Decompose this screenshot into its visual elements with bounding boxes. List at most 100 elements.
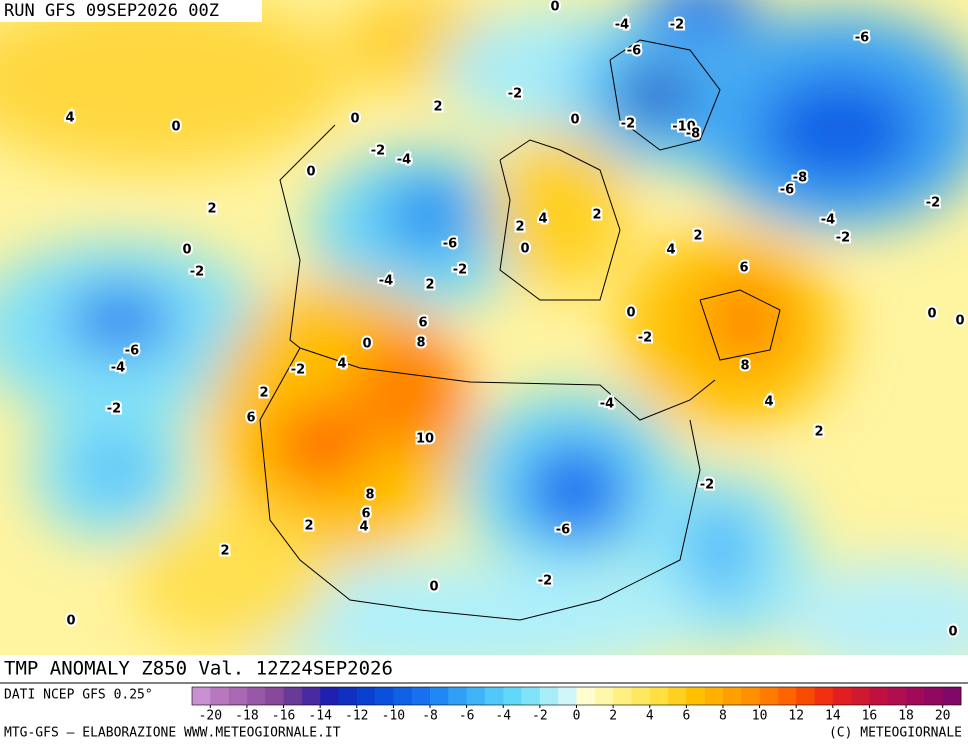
- contour-label: 0: [626, 306, 635, 321]
- contour-label: 4: [764, 395, 773, 410]
- contour-label: 2: [220, 544, 229, 559]
- colorbar-swatch: [338, 687, 358, 705]
- colorbar-swatch: [228, 687, 248, 705]
- colorbar-tick-label: 18: [898, 709, 914, 724]
- contour-label: -2: [453, 263, 467, 278]
- colorbar-swatch: [686, 687, 705, 705]
- contour-label: -8: [793, 171, 807, 186]
- contour-label: 10: [416, 432, 434, 447]
- colorbar-swatch: [558, 687, 577, 705]
- colorbar-swatch: [192, 687, 211, 705]
- contour-label: -4: [397, 153, 411, 168]
- colorbar-swatch: [832, 687, 852, 705]
- contour-label: -4: [821, 213, 835, 228]
- contour-label: -2: [291, 363, 305, 378]
- contour-label: 2: [259, 386, 268, 401]
- contour-label: 0: [362, 337, 371, 352]
- field-title: TMP ANOMALY Z850 Val. 12Z24SEP2026: [4, 658, 393, 680]
- colorbar-tick-label: -10: [382, 709, 405, 724]
- contour-label: -6: [125, 344, 139, 359]
- colorbar-tick-label: 2: [609, 709, 617, 724]
- colorbar-tick-label: -14: [308, 709, 332, 724]
- contour-label: -8: [686, 127, 700, 142]
- contour-label: -6: [855, 31, 869, 46]
- contour-label: -2: [190, 265, 204, 280]
- colorbar-swatch: [246, 687, 266, 705]
- colorbar-swatch: [887, 687, 907, 705]
- contour-label: 4: [65, 111, 74, 126]
- colorbar-tick-label: 16: [862, 709, 878, 724]
- colorbar-swatch: [722, 687, 742, 705]
- colorbar-swatch: [796, 687, 815, 705]
- colorbar-tick-label: -12: [345, 709, 368, 724]
- contour-label: 6: [739, 261, 748, 276]
- colorbar-swatch: [375, 687, 394, 705]
- colorbar-tick-label: -18: [235, 709, 258, 724]
- contour-label: -2: [836, 231, 850, 246]
- contour-label: 6: [418, 316, 427, 331]
- colorbar-swatch: [448, 687, 467, 705]
- contour-label: 0: [550, 0, 559, 15]
- colorbar-swatch: [906, 687, 925, 705]
- colorbar-swatch: [851, 687, 870, 705]
- contour-label: 4: [666, 243, 675, 258]
- contour-label: -6: [627, 44, 641, 59]
- colorbar-tick-label: -4: [495, 709, 511, 724]
- colorbar-swatch: [503, 687, 522, 705]
- colorbar-tick-label: -2: [532, 709, 548, 724]
- contour-label: 0: [66, 614, 75, 629]
- colorbar: -20 -18 -16 -14 -12 -10 -8 -6 -4 -2 0 2 4 6 8 10 12 14 16 1…: [191, 686, 962, 724]
- run-label: RUN GFS 09SEP2026 00Z: [4, 1, 219, 21]
- contour-label: 0: [570, 113, 579, 128]
- contour-label: -10: [672, 120, 696, 135]
- contour-label: 8: [740, 359, 749, 374]
- contour-label: -2: [621, 117, 635, 132]
- contour-label: 2: [693, 229, 702, 244]
- colorbar-swatch: [265, 687, 284, 705]
- contour-label: 0: [955, 314, 964, 329]
- colorbar-tick-label: -20: [199, 709, 222, 724]
- colorbar-tick-label: -6: [459, 709, 475, 724]
- colorbar-swatch: [649, 687, 669, 705]
- contour-label: 0: [948, 625, 957, 640]
- contour-label: -4: [615, 18, 629, 33]
- credit: MTG-GFS — ELABORAZIONE WWW.METEOGIORNALE…: [4, 726, 341, 741]
- contour-label: 0: [429, 580, 438, 595]
- anomaly-field: [0, 0, 968, 655]
- contour-label: -2: [508, 87, 522, 102]
- colorbar-tick-label: 20: [935, 709, 951, 724]
- colorbar-swatch: [301, 687, 321, 705]
- colorbar-swatch: [942, 687, 962, 705]
- colorbar-swatch: [759, 687, 779, 705]
- colorbar-swatch: [393, 687, 413, 705]
- colorbar-swatch: [869, 687, 889, 705]
- colorbar-swatch: [484, 687, 504, 705]
- colorbar-swatch: [924, 687, 943, 705]
- contour-label: 2: [814, 425, 823, 440]
- colorbar-swatch: [320, 687, 339, 705]
- contour-label: -4: [111, 361, 125, 376]
- contour-label: 2: [304, 519, 313, 534]
- contour-label: 2: [425, 278, 434, 293]
- copyright: (C) METEOGIORNALE: [829, 726, 962, 741]
- colorbar-swatch: [210, 687, 229, 705]
- colorbar-swatch: [466, 687, 486, 705]
- colorbar-swatch: [430, 687, 449, 705]
- contour-label: 0: [927, 307, 936, 322]
- contour-label: -6: [443, 237, 457, 252]
- colorbar-swatch: [741, 687, 760, 705]
- colorbar-tick-label: 8: [719, 709, 727, 724]
- colorbar-swatch: [777, 687, 797, 705]
- contour-label: 2: [515, 220, 524, 235]
- contour-label: 8: [416, 336, 425, 351]
- contour-label: -2: [538, 574, 552, 589]
- contour-label: 6: [246, 411, 255, 426]
- colorbar-swatch: [521, 687, 541, 705]
- colorbar-swatch: [411, 687, 431, 705]
- colorbar-tick-label: 14: [825, 709, 841, 724]
- contour-label: -2: [700, 478, 714, 493]
- colorbar-swatch: [576, 687, 596, 705]
- colorbar-tick-label: 12: [788, 709, 804, 724]
